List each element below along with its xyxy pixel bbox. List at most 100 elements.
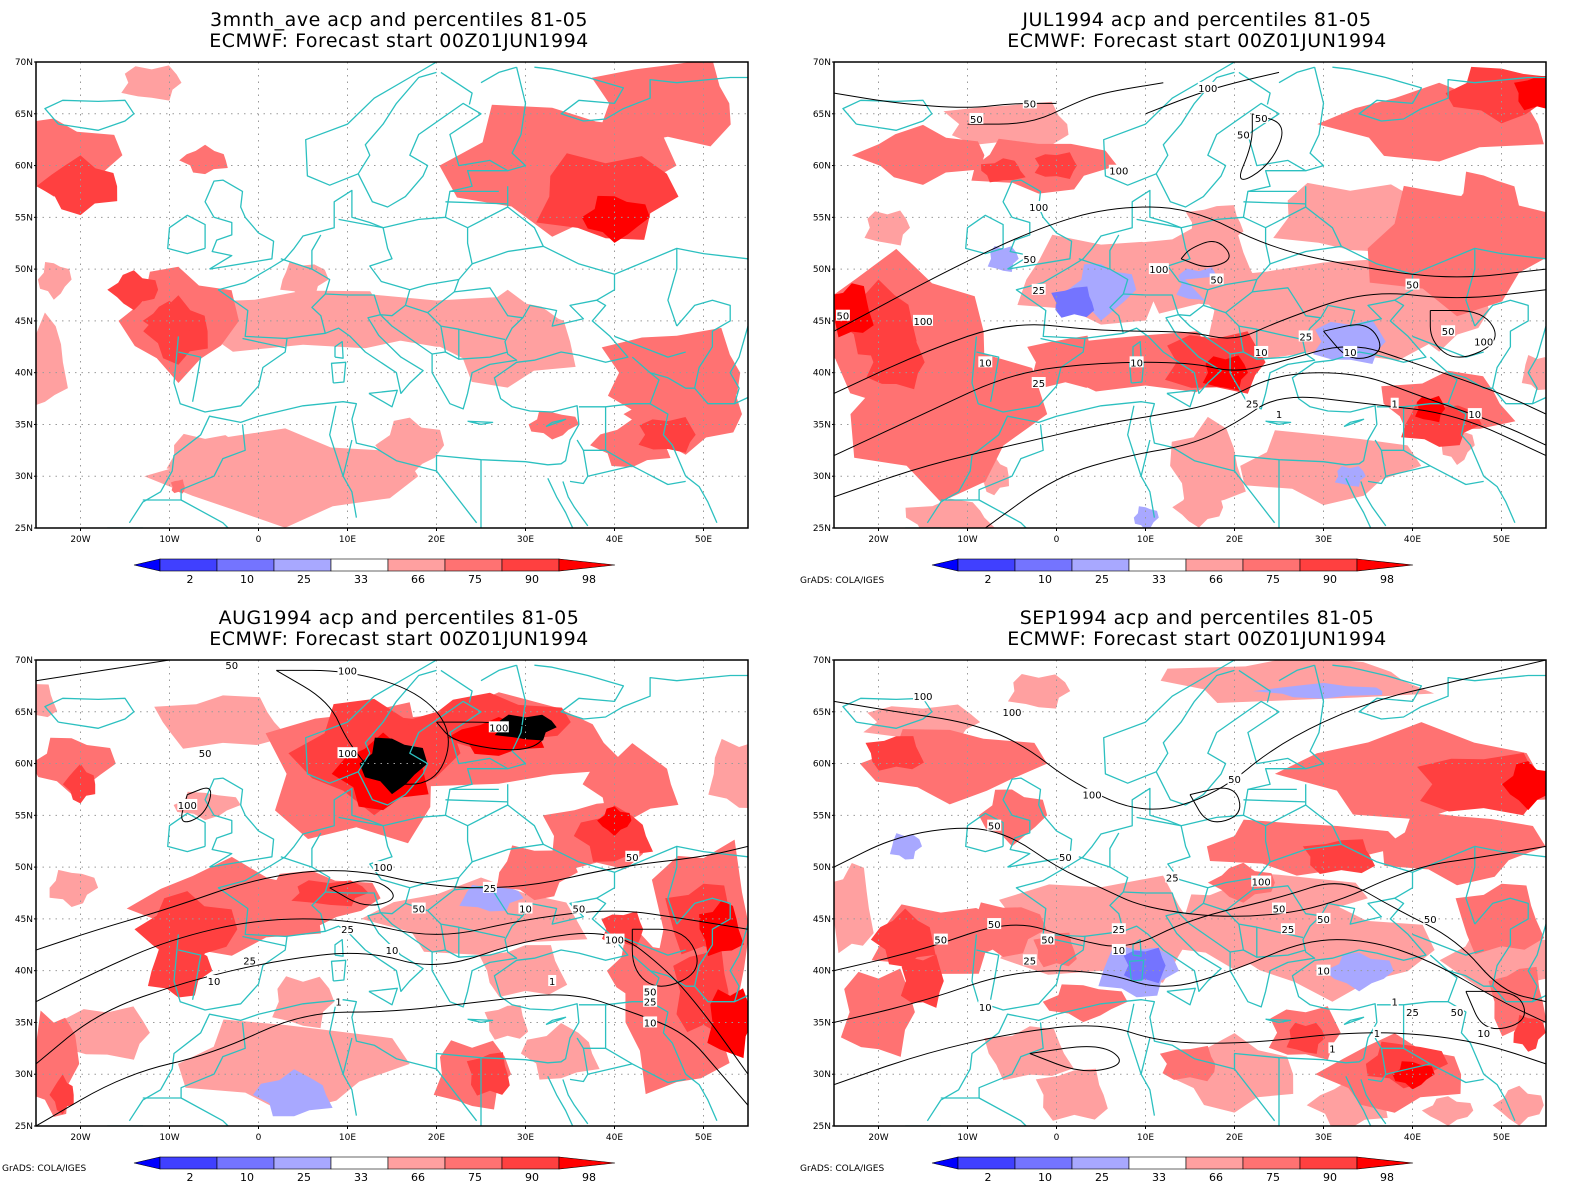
contour-line xyxy=(834,289,1546,394)
lat-tick-label: 40N xyxy=(15,967,33,977)
lat-tick-label: 50N xyxy=(15,863,33,873)
lat-tick-label: 25N xyxy=(813,524,831,534)
percentile-area xyxy=(479,945,568,997)
lat-tick-label: 25N xyxy=(15,524,33,534)
contour-line xyxy=(1029,1046,1120,1072)
svg-text:1: 1 xyxy=(1374,1029,1380,1040)
svg-text:100: 100 xyxy=(605,936,624,947)
percentile-area xyxy=(520,1023,600,1080)
contour-label: 10 xyxy=(1129,356,1144,369)
lon-tick-label: 20E xyxy=(428,535,445,545)
contour-label: 10 xyxy=(643,1016,658,1029)
percentile-area xyxy=(1514,75,1546,111)
colorbar-segment xyxy=(1128,1156,1187,1170)
contour-label: 10 xyxy=(1254,345,1269,359)
contour-label: 10 xyxy=(978,356,993,369)
lon-tick-label: 0 xyxy=(1054,535,1060,545)
contour-label: 25 xyxy=(1111,923,1126,936)
svg-text:10: 10 xyxy=(979,1003,992,1014)
lon-tick-label: 30E xyxy=(517,535,534,545)
colorbar-label: 2 xyxy=(985,573,992,586)
contour-lines xyxy=(834,71,1546,528)
lon-tick-label: 50E xyxy=(1493,535,1510,545)
percentile-area xyxy=(834,863,874,954)
lat-tick-label: 65N xyxy=(15,708,33,718)
percentile-area xyxy=(494,714,557,741)
colorbar-label: 98 xyxy=(1380,1171,1394,1184)
contour-label: 1 xyxy=(1390,995,1399,1009)
lat-tick-label: 30N xyxy=(15,1070,33,1080)
colorbar-segment xyxy=(273,1156,332,1170)
percentile-area xyxy=(1492,1085,1544,1126)
colorbar-segment xyxy=(957,558,1016,572)
colorbar-segment xyxy=(1071,558,1130,572)
colorbar-label: 66 xyxy=(411,573,425,586)
colorbar: 2 10 25 33 66 75 90 98 xyxy=(133,1156,616,1184)
svg-text:50: 50 xyxy=(1059,853,1072,864)
contour-label: 50 xyxy=(1405,278,1420,292)
colorbar-segment xyxy=(1242,1156,1301,1170)
percentile-shading xyxy=(834,660,1546,1126)
contour-line xyxy=(1180,240,1230,267)
percentile-area xyxy=(107,270,159,311)
percentile-area xyxy=(1392,1061,1435,1090)
colorbar: 2 10 25 33 66 75 90 98 xyxy=(133,558,616,586)
svg-text:50: 50 xyxy=(1255,114,1268,125)
percentile-area xyxy=(459,884,524,912)
contour-line xyxy=(329,880,394,906)
colorbar-segment xyxy=(330,558,389,572)
lat-tick-label: 65N xyxy=(15,110,33,120)
lon-tick-label: 20E xyxy=(1226,1133,1243,1143)
contour-line xyxy=(985,396,1546,528)
colorbar-label: 33 xyxy=(1152,1171,1166,1184)
colorbar-segment xyxy=(444,1156,503,1170)
panel-title-line1: JUL1994 acp and percentiles 81-05 xyxy=(1022,9,1372,31)
percentile-area xyxy=(179,144,228,175)
colorbar-segment xyxy=(501,1156,560,1170)
contour-label: 25 xyxy=(1405,1006,1420,1019)
percentile-area xyxy=(49,869,99,907)
lat-tick-label: 60N xyxy=(15,162,33,172)
percentile-shading xyxy=(36,660,748,1126)
contour-label: 1 xyxy=(1275,408,1283,421)
colorbar-label: 33 xyxy=(354,573,368,586)
lon-tick-label: 10E xyxy=(339,1133,356,1143)
map-frame xyxy=(35,659,749,1127)
svg-text:50: 50 xyxy=(988,920,1001,931)
percentile-area xyxy=(905,498,995,528)
svg-text:25: 25 xyxy=(243,956,256,967)
contour-line xyxy=(36,660,170,682)
percentile-area xyxy=(49,1074,74,1115)
percentile-area xyxy=(851,124,985,185)
svg-text:100: 100 xyxy=(1252,878,1271,889)
lon-tick-label: 0 xyxy=(1054,1133,1060,1143)
contour-label: 100 xyxy=(1197,81,1218,95)
percentile-area xyxy=(1159,1045,1216,1082)
percentile-area xyxy=(253,1069,333,1117)
percentile-area xyxy=(866,335,925,390)
percentile-area xyxy=(699,900,744,957)
percentile-area xyxy=(62,1006,150,1060)
contour-label: 100 xyxy=(1473,335,1494,349)
svg-text:50: 50 xyxy=(1041,936,1054,947)
lon-tick-label: 40E xyxy=(1404,1133,1421,1143)
svg-text:50: 50 xyxy=(1237,130,1250,141)
lon-tick-label: 10W xyxy=(957,535,977,545)
percentile-area xyxy=(1185,205,1244,240)
percentile-area xyxy=(36,312,68,406)
svg-text:10: 10 xyxy=(1255,348,1268,359)
contour-label: 25 xyxy=(340,923,355,936)
svg-text:25: 25 xyxy=(1032,286,1045,297)
svg-text:50: 50 xyxy=(1451,1008,1464,1019)
percentile-area xyxy=(1324,952,1394,992)
lon-tick-label: 40E xyxy=(1404,535,1421,545)
contour-line xyxy=(834,206,1546,332)
panel-title-line2: ECMWF: Forecast start 00Z01JUN1994 xyxy=(209,30,589,52)
svg-text:50: 50 xyxy=(199,749,212,760)
map-panel-3month: 70N 65N 60N 55N 50N 45N 40N 35N 30N 25N 20W 10W 0 10E… xyxy=(0,0,798,598)
colorbar-label: 10 xyxy=(1038,1171,1052,1184)
colorbar-label: 90 xyxy=(525,573,539,586)
colorbar-label: 10 xyxy=(240,1171,254,1184)
svg-text:50: 50 xyxy=(225,661,238,672)
svg-text:100: 100 xyxy=(1149,265,1168,276)
